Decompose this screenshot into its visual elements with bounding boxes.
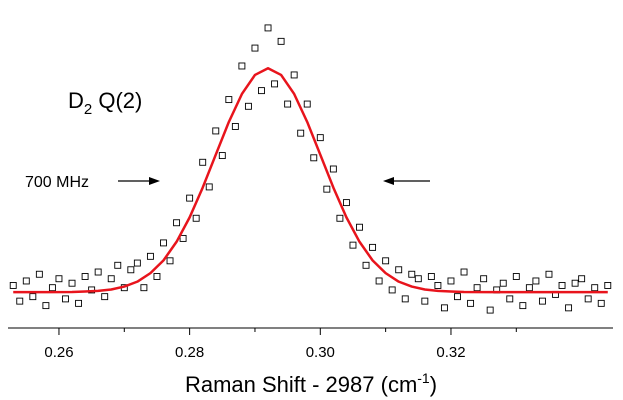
data-point [140,284,148,292]
data-point [604,282,612,289]
fit-line [13,66,608,294]
data-point [22,277,30,285]
data-point [153,273,161,280]
data-point [388,286,396,294]
data-point [264,24,272,32]
data-point [316,134,324,142]
data-point [160,239,167,247]
data-point [421,297,429,305]
data-point [231,123,239,130]
data-point [205,183,213,191]
data-point [545,270,553,278]
data-point [127,266,135,274]
x-tick-label: 0.30 [306,344,335,361]
data-point [310,154,318,162]
data-point [362,261,370,269]
data-point [414,275,422,283]
data-point [9,282,17,289]
data-point [68,279,76,287]
data-point [166,257,174,265]
data-point [173,219,181,227]
data-point [408,270,416,278]
data-point [486,306,494,314]
data-point [146,252,154,260]
data-point [329,165,337,173]
data-point [42,302,50,310]
width-arrow-right [383,177,430,185]
data-point [212,127,220,135]
data-point [584,295,592,303]
data-point [179,234,187,242]
data-point [480,275,488,283]
data-point [277,37,285,45]
data-point [29,293,37,301]
data-point [238,62,246,70]
data-point [218,152,226,160]
data-point [284,100,292,108]
data-point [578,275,586,283]
data-point [186,194,194,202]
width-label: 700 MHz [25,174,89,191]
data-point [342,199,350,207]
data-point [251,44,259,52]
data-point [94,268,102,276]
data-point [558,282,566,289]
x-tick-label: 0.26 [44,344,73,361]
data-point [473,284,481,292]
data-point [297,129,305,137]
data-point [525,284,533,292]
data-point [454,293,461,301]
data-point [55,275,63,283]
data-point [427,273,435,280]
data-point [107,275,115,283]
data-point [303,100,311,108]
data-point [258,87,265,95]
data-point [467,299,475,307]
data-point [244,102,252,110]
data-point [571,279,579,287]
data-point [506,295,514,303]
data-point [114,261,122,269]
data-point [35,270,43,278]
data-point [538,297,546,305]
x-axis-title: Raman Shift - 2987 (cm-1) [185,370,437,397]
data-point [62,295,69,303]
x-tick-label: 0.32 [436,344,465,361]
data-point [512,273,520,280]
data-point [597,299,605,307]
data-point [440,304,448,312]
data-point [375,277,383,285]
data-point [290,71,298,79]
data-point [101,293,109,301]
data-point [81,273,89,280]
data-point [48,284,56,292]
data-point [199,158,207,166]
data-point [382,257,390,265]
data-point [499,279,507,287]
x-tick-label: 0.28 [175,344,204,361]
data-point [336,214,344,222]
data-point [460,268,468,276]
data-point [565,304,573,312]
data-point [447,277,455,285]
species-label: D2 Q(2) [68,88,142,118]
data-point [591,284,599,292]
data-point [75,299,83,307]
data-point [395,266,403,274]
data-point [192,214,200,222]
data-point [271,80,279,88]
data-point [434,282,442,289]
width-arrow-left [118,177,160,185]
data-point [401,295,409,303]
data-point [323,185,331,193]
data-point [369,243,377,251]
data-point [519,302,527,310]
data-point [356,223,363,231]
data-point [133,259,141,267]
data-point [532,277,540,285]
data-point [225,96,233,104]
data-point [349,241,357,249]
data-point [16,297,24,305]
